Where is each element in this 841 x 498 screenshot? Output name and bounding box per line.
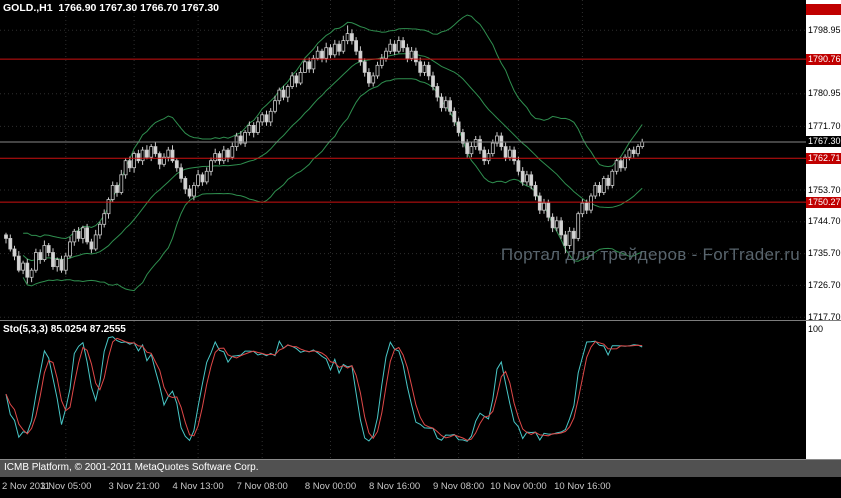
time-label: 8 Nov 00:00	[304, 481, 357, 492]
stochastic-panel[interactable]: Sto(5,3,3) 85.0254 87.2555	[0, 321, 806, 459]
stochastic-scale-100: 100	[808, 324, 824, 334]
stochastic-chart[interactable]	[0, 321, 806, 464]
status-bar: ICMB Platform, © 2001-2011 MetaQuotes So…	[0, 459, 841, 477]
copyright-text: ICMB Platform, © 2001-2011 MetaQuotes So…	[4, 462, 259, 473]
price-label: 1753.70	[808, 185, 841, 195]
price-label: 1771.70	[808, 121, 841, 131]
panel-divider[interactable]	[0, 320, 841, 321]
price-label: 1717.70	[808, 312, 841, 322]
stochastic-label: Sto(5,3,3) 85.0254 87.2555	[3, 324, 126, 335]
price-label: 1735.70	[808, 248, 841, 258]
time-axis[interactable]: 2 Nov 2011 3 Nov 05:00 3 Nov 21:00 4 Nov 13…	[0, 477, 841, 498]
time-label: 7 Nov 08:00	[236, 481, 288, 492]
stochastic-axis[interactable]: 100	[806, 321, 841, 459]
price-label-red	[806, 4, 841, 15]
price-label-red: 1750.27	[806, 197, 841, 208]
time-label: 10 Nov 00:00	[490, 481, 547, 492]
price-label: 1744.70	[808, 216, 841, 226]
chart-header-quote: GOLD.,H1 1766.90 1767.30 1766.70 1767.30	[3, 2, 219, 14]
price-label-current: 1767.30	[806, 136, 841, 147]
time-label: 3 Nov 05:00	[40, 481, 92, 492]
main-chart-area[interactable]: GOLD.,H1 1766.90 1767.30 1766.70 1767.30…	[0, 0, 806, 320]
time-label: 3 Nov 21:00	[108, 481, 160, 492]
price-label-red: 1762.71	[806, 153, 841, 164]
price-label: 1780.95	[808, 88, 841, 98]
price-label: 1726.70	[808, 280, 841, 290]
time-label: 8 Nov 16:00	[368, 481, 421, 492]
time-label: 9 Nov 08:00	[432, 481, 485, 492]
watermark: Портал для трейдеров - ForTrader.ru	[500, 245, 800, 264]
price-axis[interactable]: 1798.95 1790.76 1780.95 1771.70 1767.30 1762.…	[806, 0, 841, 322]
price-label-red: 1790.76	[806, 54, 841, 65]
time-label: 4 Nov 13:00	[172, 481, 224, 492]
price-label: 1798.95	[808, 25, 841, 35]
time-label: 10 Nov 16:00	[554, 481, 611, 492]
candlestick-chart[interactable]	[0, 0, 806, 325]
time-label: 2 Nov 2011	[2, 481, 50, 492]
